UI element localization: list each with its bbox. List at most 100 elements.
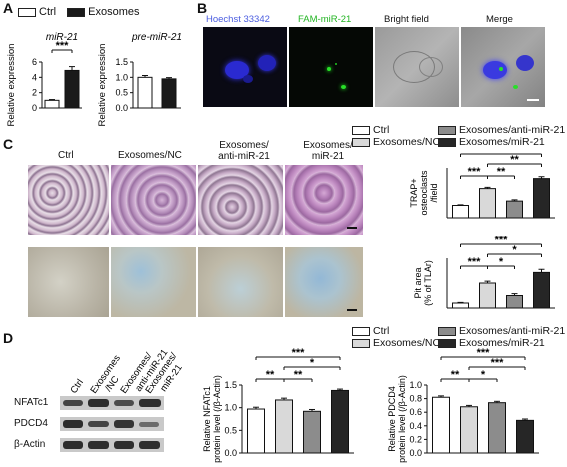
pit-ctrl-image [28, 247, 109, 317]
chart-pre-mir21: 0.0 0.5 1.0 1.5 Relative expression pre-miR-2… [97, 32, 182, 127]
micro-label-hoechst: Hoechst 33342 [206, 14, 270, 25]
pit-anti-image [198, 247, 283, 317]
y-tick-label: 1.0 [115, 72, 128, 82]
wb-strip-pdcd4 [60, 417, 164, 431]
trap-mir-image [285, 165, 363, 235]
sig-label: ** [510, 154, 519, 166]
wb-band [114, 420, 134, 428]
trap-nc-image [111, 165, 196, 235]
micro-brightfield-image [375, 27, 459, 107]
y-tick-label: 2 [32, 88, 37, 98]
stain-label-nc: Exosomes/NC [118, 150, 182, 161]
bar [533, 178, 550, 219]
y-tick-label: 4 [32, 72, 37, 82]
y-tick-label: 0.8 [409, 394, 422, 404]
bar [161, 78, 177, 109]
legend-swatch-exosomes [67, 7, 86, 17]
sig-label: ** [497, 166, 506, 178]
wb-band [114, 400, 134, 406]
wb-strip-actin [60, 438, 164, 452]
y-tick-label: 6 [32, 57, 37, 67]
y-tick-label: 0.2 [409, 434, 422, 444]
legend-ctrl-label: Ctrl [39, 6, 57, 18]
bar [488, 402, 506, 454]
bar [506, 295, 523, 309]
legend-d-nc: Exosomes/NC [373, 337, 441, 349]
sig-label: *** [491, 357, 505, 369]
legend-c-anti: Exosomes/anti-miR-21 [459, 124, 566, 136]
y-axis-label: protein level (/β-Actin) [397, 375, 407, 463]
chart-pit-area: Pit area (% of TLAr) *** ***** [413, 236, 555, 309]
y-tick-label: 0 [32, 103, 37, 113]
wb-col-ctrl: Ctrl [68, 377, 85, 395]
trap-ctrl-image [28, 165, 109, 235]
scale-bar [347, 227, 357, 229]
micro-label-brightfield: Bright field [384, 14, 429, 25]
y-axis-label: /field [429, 183, 439, 202]
y-tick-label: 1.0 [409, 380, 422, 390]
wb-band [139, 422, 159, 427]
sig-label: *** [56, 40, 70, 52]
bar [452, 302, 469, 309]
sig-label: *** [495, 236, 509, 246]
stain-label-anti: Exosomes/ anti-miR-21 [218, 140, 270, 162]
sig-label: *** [468, 256, 482, 268]
wb-band [114, 441, 134, 449]
wb-band [63, 400, 83, 406]
wb-row-actin: β-Actin [14, 439, 46, 450]
bar [479, 188, 496, 219]
legend-swatch-ctrl [18, 7, 36, 17]
panel-label-b: B [197, 0, 208, 16]
wb-column-labels: Ctrl Exosomes/NC Exosomes/anti-miR-21 Ex… [68, 347, 184, 395]
panel-label-a: A [3, 0, 14, 16]
wb-band [139, 399, 161, 407]
bar [452, 205, 469, 219]
y-tick-label: 0.0 [115, 103, 128, 113]
bar [247, 408, 265, 454]
micro-label-merge: Merge [486, 14, 513, 25]
sig-label: * [310, 357, 315, 369]
y-tick-label: 0.6 [409, 407, 422, 417]
y-axis-label: (% of TLAr) [423, 260, 433, 306]
scale-bar [347, 309, 357, 311]
bar [460, 406, 478, 454]
pit-mir-image [285, 247, 363, 317]
micro-label-fam: FAM-miR-21 [298, 14, 352, 25]
legend-d-anti: Exosomes/anti-miR-21 [459, 325, 566, 337]
y-tick-label: 0.4 [409, 421, 422, 431]
micro-fam-image [289, 27, 373, 107]
bar [44, 99, 60, 109]
chart-nfatc1: 0.0 0.5 1.0 1.5 Relative NFATc1 protein level… [202, 347, 354, 463]
wb-row-pdcd4: PDCD4 [14, 418, 48, 429]
bar [533, 271, 550, 309]
legend-c-ctrl: Ctrl [373, 124, 390, 136]
legend-a: Ctrl Exosomes [18, 6, 140, 18]
wb-band [63, 441, 83, 449]
sig-label: *** [477, 347, 491, 359]
bar [516, 419, 534, 454]
micro-hoechst-image [203, 27, 287, 107]
panel-label-c: C [3, 136, 14, 152]
bar [479, 282, 496, 309]
stain-label-ctrl: Ctrl [58, 150, 74, 161]
bar [303, 410, 321, 454]
scale-bar [527, 99, 539, 101]
y-axis-label: Pit area [413, 267, 423, 298]
stain-label-mir: Exosomes/ miR-21 [303, 140, 353, 162]
bar [331, 389, 349, 454]
y-tick-label: 0.5 [115, 88, 128, 98]
chart-title: miR-21 [46, 32, 78, 43]
y-tick-label: 0.0 [409, 448, 422, 458]
chart-pdcd4: 0.0 0.2 0.4 0.6 0.8 1.0 Relative PDCD4 protein … [387, 347, 539, 463]
trap-anti-image [198, 165, 283, 235]
bar [275, 399, 293, 454]
wb-band [88, 441, 109, 449]
y-tick-label: 1.5 [224, 380, 237, 390]
y-tick-label: 1.0 [224, 403, 237, 413]
legend-d-mir: Exosomes/miR-21 [459, 337, 545, 349]
y-axis-label: TRAP+ [409, 178, 419, 207]
sig-label: ** [294, 369, 303, 381]
sig-label: ** [451, 369, 460, 381]
wb-row-nfatc1: NFATc1 [14, 397, 49, 408]
y-axis-label: Relative expression [97, 44, 108, 127]
